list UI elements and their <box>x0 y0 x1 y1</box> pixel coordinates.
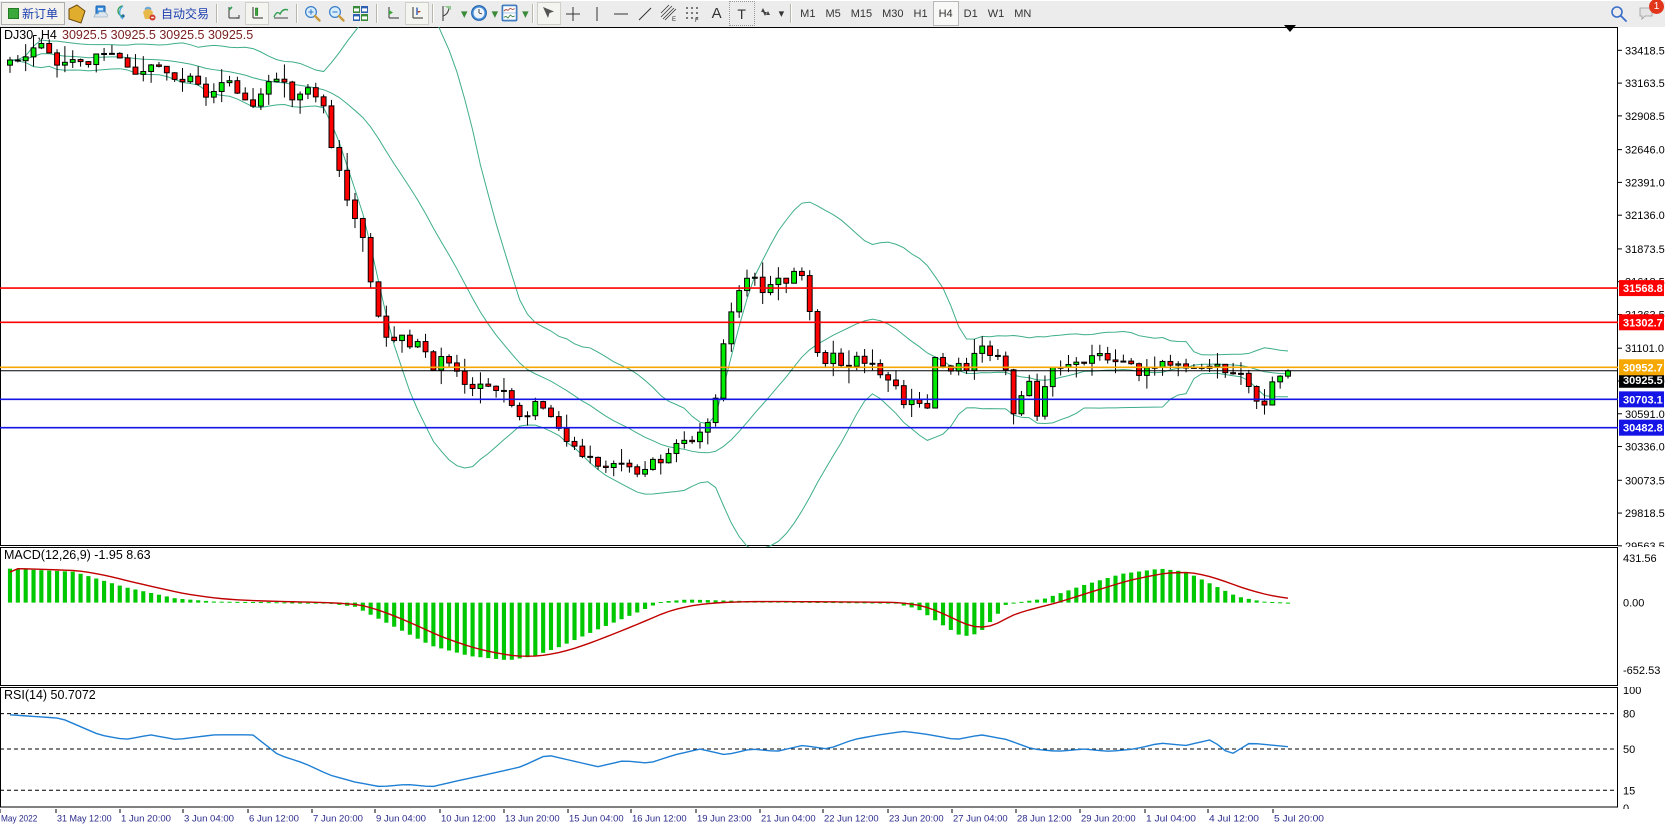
svg-text:31568.8: 31568.8 <box>1623 283 1663 295</box>
svg-text:100: 100 <box>1623 687 1641 697</box>
svg-text:3 Jun 04:00: 3 Jun 04:00 <box>184 813 234 823</box>
svg-text:30952.7: 30952.7 <box>1623 362 1663 374</box>
svg-text:32908.5: 32908.5 <box>1625 111 1665 123</box>
svg-text:32391.0: 32391.0 <box>1625 177 1665 189</box>
svg-text:5 Jul 20:00: 5 Jul 20:00 <box>1274 813 1324 823</box>
svg-text:33418.5: 33418.5 <box>1625 45 1665 57</box>
svg-text:9 Jun 04:00: 9 Jun 04:00 <box>376 813 426 823</box>
svg-text:31101.0: 31101.0 <box>1625 343 1664 355</box>
svg-text:May 2022: May 2022 <box>1 813 37 823</box>
svg-text:30925.5 30925.5 30925.5 30925.: 30925.5 30925.5 30925.5 30925.5 <box>62 28 253 42</box>
svg-text:30591.0: 30591.0 <box>1625 409 1665 421</box>
svg-text:DJ30-,H4: DJ30-,H4 <box>4 28 57 42</box>
svg-text:22 Jun 12:00: 22 Jun 12:00 <box>824 813 879 823</box>
svg-text:1 Jul 04:00: 1 Jul 04:00 <box>1146 813 1196 823</box>
svg-text:MACD(12,26,9) -1.95 8.63: MACD(12,26,9) -1.95 8.63 <box>4 548 151 562</box>
svg-text:19 Jun 23:00: 19 Jun 23:00 <box>697 813 752 823</box>
svg-text:32136.0: 32136.0 <box>1625 210 1665 222</box>
svg-text:27 Jun 04:00: 27 Jun 04:00 <box>953 813 1008 823</box>
svg-text:13 Jun 20:00: 13 Jun 20:00 <box>505 813 560 823</box>
svg-text:RSI(14) 50.7072: RSI(14) 50.7072 <box>4 688 96 702</box>
svg-text:30703.1: 30703.1 <box>1623 394 1663 406</box>
svg-text:7 Jun 20:00: 7 Jun 20:00 <box>313 813 363 823</box>
svg-text:431.56: 431.56 <box>1623 553 1657 565</box>
svg-text:F: F <box>695 18 699 23</box>
svg-text:4 Jul 12:00: 4 Jul 12:00 <box>1209 813 1259 823</box>
svg-text:15 Jun 04:00: 15 Jun 04:00 <box>569 813 624 823</box>
svg-text:1 Jun 20:00: 1 Jun 20:00 <box>121 813 171 823</box>
svg-text:30073.5: 30073.5 <box>1625 475 1665 487</box>
svg-text:E: E <box>672 17 676 23</box>
svg-text:0.00: 0.00 <box>1623 598 1644 610</box>
svg-text:31 May 12:00: 31 May 12:00 <box>57 813 112 823</box>
svg-text:23 Jun 20:00: 23 Jun 20:00 <box>889 813 944 823</box>
svg-text:16 Jun 12:00: 16 Jun 12:00 <box>632 813 687 823</box>
svg-text:50: 50 <box>1623 744 1635 756</box>
svg-text:80: 80 <box>1623 709 1635 721</box>
svg-text:15: 15 <box>1623 785 1635 797</box>
svg-text:-652.53: -652.53 <box>1623 665 1660 677</box>
svg-text:30925.5: 30925.5 <box>1623 375 1663 387</box>
svg-text:30336.0: 30336.0 <box>1625 442 1665 454</box>
svg-text:33163.5: 33163.5 <box>1625 78 1665 90</box>
svg-text:31302.7: 31302.7 <box>1623 317 1663 329</box>
svg-text:29818.5: 29818.5 <box>1625 508 1665 520</box>
svg-text:10 Jun 12:00: 10 Jun 12:00 <box>441 813 496 823</box>
svg-text:29 Jun 20:00: 29 Jun 20:00 <box>1081 813 1136 823</box>
svg-text:32646.0: 32646.0 <box>1625 145 1665 157</box>
svg-text:28 Jun 12:00: 28 Jun 12:00 <box>1017 813 1072 823</box>
svg-text:30482.8: 30482.8 <box>1623 423 1663 435</box>
svg-text:31873.5: 31873.5 <box>1625 244 1665 256</box>
svg-text:6 Jun 12:00: 6 Jun 12:00 <box>249 813 299 823</box>
svg-text:21 Jun 04:00: 21 Jun 04:00 <box>761 813 816 823</box>
